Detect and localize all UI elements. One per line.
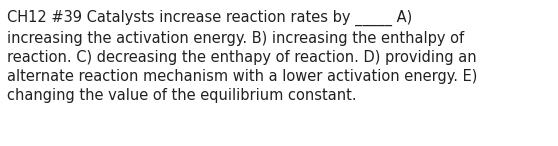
Text: CH12 #39 Catalysts increase reaction rates by _____ A)
increasing the activation: CH12 #39 Catalysts increase reaction rat… (7, 10, 478, 103)
